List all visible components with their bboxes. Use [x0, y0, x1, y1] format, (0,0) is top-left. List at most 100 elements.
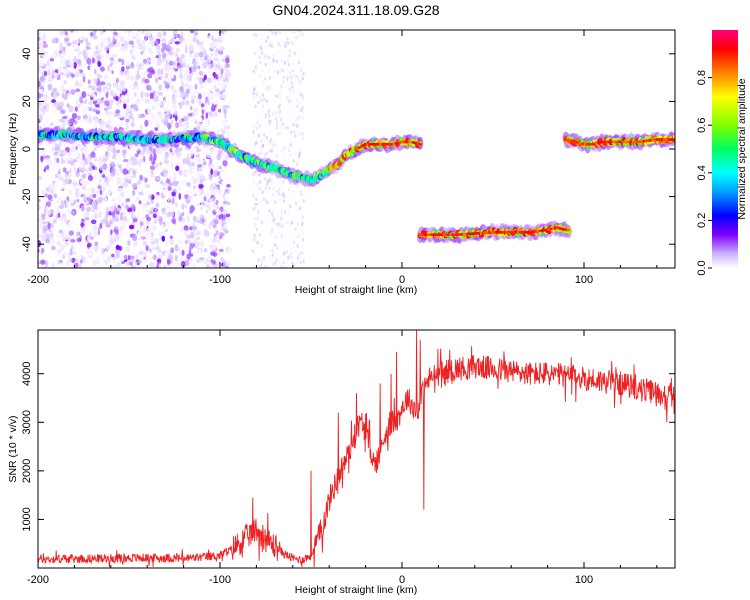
noise-speckle: [99, 30, 104, 36]
noise-speckle: [126, 60, 130, 68]
noise-speckle: [99, 164, 104, 171]
noise-speckle: [176, 162, 180, 167]
noise-speckle: [183, 231, 187, 236]
noise-speckle: [120, 71, 124, 77]
noise-speckle: [185, 101, 190, 106]
noise-speckle: [262, 132, 266, 136]
noise-speckle: [57, 104, 63, 111]
noise-speckle: [67, 188, 72, 193]
noise-speckle: [87, 79, 91, 85]
noise-speckle: [152, 148, 156, 156]
noise-speckle: [300, 108, 303, 113]
noise-speckle: [43, 176, 49, 180]
noise-speckle: [162, 69, 168, 74]
noise-speckle: [206, 59, 210, 65]
colorbar: [712, 30, 738, 268]
noise-speckle: [139, 250, 145, 255]
noise-speckle: [166, 101, 170, 108]
noise-speckle: [274, 243, 277, 247]
noise-speckle: [151, 169, 154, 175]
noise-speckle: [291, 85, 294, 90]
noise-speckle: [294, 134, 297, 138]
noise-speckle: [262, 197, 266, 202]
colorbar-tick-label: 0.6: [696, 118, 708, 133]
noise-speckle: [179, 183, 185, 189]
noise-speckle: [38, 31, 41, 36]
noise-speckle: [92, 57, 95, 64]
noise-speckle: [105, 79, 109, 84]
noise-speckle: [171, 217, 176, 224]
noise-speckle: [193, 145, 198, 150]
noise-speckle: [57, 248, 63, 253]
noise-speckle: [252, 222, 255, 227]
noise-speckle: [151, 69, 156, 75]
noise-speckle: [117, 187, 123, 192]
noise-speckle: [266, 151, 269, 155]
noise-speckle: [221, 94, 227, 98]
noise-speckle: [57, 61, 62, 69]
noise-speckle: [121, 86, 126, 92]
noise-speckle: [287, 41, 290, 45]
noise-speckle: [166, 40, 171, 44]
noise-speckle: [224, 176, 230, 181]
noise-speckle: [277, 105, 281, 109]
noise-speckle: [256, 241, 259, 245]
noise-speckle: [62, 251, 68, 256]
noise-speckle: [40, 155, 44, 162]
noise-speckle: [216, 103, 220, 111]
noise-speckle: [191, 95, 197, 100]
noise-speckle: [199, 80, 203, 85]
noise-speckle: [210, 259, 215, 263]
noise-speckle: [180, 31, 184, 39]
noise-speckle: [164, 114, 169, 119]
noise-speckle: [130, 122, 135, 128]
noise-speckle: [189, 240, 195, 244]
noise-speckle: [261, 78, 264, 83]
noise-speckle: [125, 198, 131, 203]
noise-speckle: [171, 51, 176, 57]
noise-speckle: [191, 161, 195, 167]
noise-speckle: [156, 212, 159, 216]
noise-speckle: [75, 185, 80, 189]
noise-speckle: [200, 204, 204, 208]
snr-series-line: [38, 330, 675, 568]
noise-speckle: [222, 119, 228, 124]
noise-speckle: [133, 157, 138, 164]
noise-speckle: [41, 182, 46, 187]
noise-speckle: [111, 53, 118, 59]
noise-speckle: [126, 261, 131, 267]
noise-speckle: [139, 174, 143, 181]
noise-speckle: [266, 55, 269, 59]
noise-speckle: [122, 182, 128, 188]
noise-speckle: [285, 250, 289, 254]
noise-speckle: [290, 81, 293, 85]
noise-speckle: [170, 163, 175, 168]
noise-speckle: [268, 140, 272, 144]
noise-speckle: [85, 46, 91, 50]
noise-speckle: [202, 238, 207, 242]
noise-speckle: [119, 167, 123, 172]
noise-speckle: [142, 202, 148, 208]
noise-speckle: [209, 85, 214, 92]
noise-speckle: [106, 145, 112, 152]
noise-speckle: [294, 52, 297, 57]
noise-speckle: [192, 215, 198, 222]
noise-speckle: [178, 213, 183, 218]
noise-speckle: [117, 58, 123, 63]
noise-speckle: [62, 124, 66, 128]
noise-speckle: [74, 190, 80, 198]
noise-speckle: [293, 240, 296, 245]
noise-speckle: [44, 70, 48, 77]
noise-speckle: [88, 114, 92, 120]
noise-speckle: [208, 92, 212, 98]
noise-speckle: [301, 132, 304, 136]
noise-speckle: [141, 45, 146, 52]
noise-speckle: [175, 151, 182, 158]
noise-speckle: [157, 68, 161, 76]
noise-speckle: [41, 189, 46, 196]
noise-speckle: [288, 99, 291, 103]
noise-speckle: [38, 204, 41, 211]
noise-speckle: [143, 114, 147, 121]
noise-speckle: [45, 88, 49, 95]
noise-speckle: [99, 222, 103, 230]
